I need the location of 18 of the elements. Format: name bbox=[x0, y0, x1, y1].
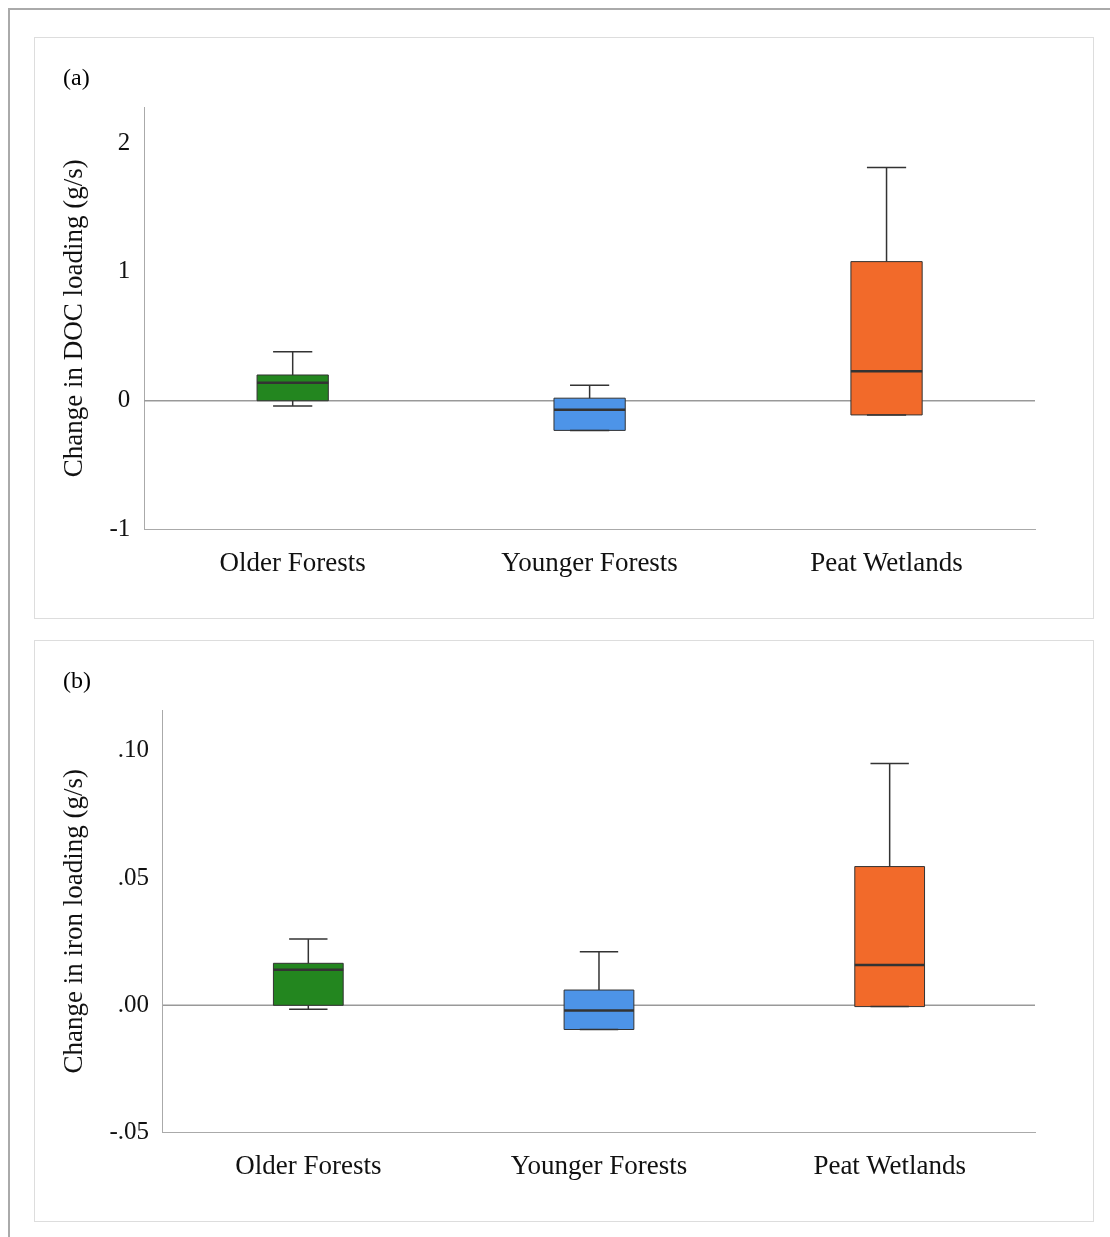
y-tick-label: 0 bbox=[117, 385, 131, 413]
x-tick-label: Older Forests bbox=[219, 546, 366, 577]
x-tick-label: Older Forests bbox=[235, 1149, 382, 1180]
y-axis-title: Change in iron loading (g/s) bbox=[58, 769, 89, 1074]
y-tick-label: 1 bbox=[117, 256, 131, 284]
y-axis-title: Change in DOC loading (g/s) bbox=[58, 159, 89, 478]
chart-title: (b) bbox=[63, 667, 91, 694]
y-tick-label: -.05 bbox=[109, 1117, 149, 1145]
y-tick-label: 2 bbox=[117, 127, 131, 155]
x-tick-label: Younger Forests bbox=[510, 1149, 688, 1180]
y-tick-label: .00 bbox=[117, 989, 149, 1017]
chart-title: (a) bbox=[63, 64, 90, 91]
x-tick-label: Peat Wetlands bbox=[810, 546, 963, 577]
y-tick-label: .10 bbox=[117, 735, 149, 763]
x-tick-label: Peat Wetlands bbox=[813, 1149, 966, 1180]
y-tick-label: .05 bbox=[117, 862, 149, 890]
y-tick-label: -1 bbox=[109, 514, 131, 542]
x-tick-label: Younger Forests bbox=[501, 546, 678, 577]
